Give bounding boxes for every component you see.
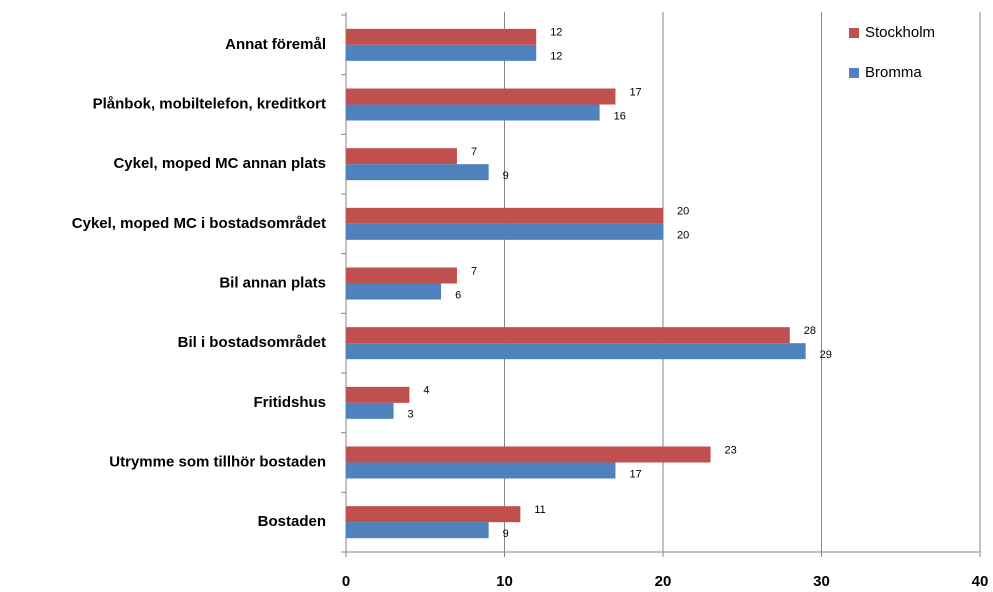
legend-label: Stockholm	[865, 24, 935, 41]
category-label: Bostaden	[258, 513, 326, 530]
value-label: 7	[471, 146, 477, 158]
category-label: Cykel, moped MC i bostadsområdet	[72, 215, 326, 232]
value-label: 9	[503, 170, 509, 182]
x-tick-label: 0	[342, 573, 350, 590]
value-label: 9	[503, 528, 509, 540]
category-label: Plånbok, mobiltelefon, kreditkort	[93, 95, 326, 112]
bar	[346, 148, 457, 165]
bar	[346, 506, 521, 523]
value-label: 6	[455, 289, 461, 301]
value-label: 20	[677, 206, 689, 218]
value-label: 12	[550, 51, 562, 63]
value-label: 12	[550, 27, 562, 39]
legend-swatch	[849, 28, 859, 38]
bar	[346, 343, 806, 360]
bar	[346, 283, 442, 300]
bar	[346, 402, 394, 419]
x-tick-label: 40	[972, 573, 989, 590]
legend-swatch	[849, 68, 859, 78]
bar	[346, 44, 537, 61]
value-label: 28	[804, 325, 816, 337]
x-tick-label: 30	[813, 573, 830, 590]
category-label: Utrymme som tillhör bostaden	[109, 453, 326, 470]
category-label: Cykel, moped MC annan plats	[113, 155, 326, 172]
bar	[346, 462, 616, 479]
value-label: 11	[534, 504, 545, 516]
value-label: 7	[471, 265, 477, 277]
bar	[346, 207, 663, 224]
bar	[346, 386, 410, 403]
bar	[346, 164, 489, 181]
value-label: 17	[629, 86, 641, 98]
x-tick-label: 10	[496, 573, 513, 590]
legend-label: Bromma	[865, 64, 922, 81]
value-label: 20	[677, 230, 689, 242]
value-label: 23	[725, 444, 737, 456]
x-tick-label: 20	[655, 573, 672, 590]
value-label: 17	[629, 468, 641, 480]
bar	[346, 446, 711, 463]
value-label: 16	[614, 110, 626, 122]
bar	[346, 28, 537, 45]
category-label: Bil i bostadsområdet	[178, 334, 326, 351]
bar	[346, 522, 489, 539]
category-label: Annat föremål	[225, 36, 326, 53]
bar	[346, 267, 457, 284]
category-label: Bil annan plats	[219, 274, 326, 291]
bar	[346, 104, 600, 121]
bar	[346, 327, 790, 344]
bar	[346, 223, 663, 240]
value-label: 4	[423, 385, 429, 397]
bar	[346, 88, 616, 105]
value-label: 3	[408, 409, 414, 421]
value-label: 29	[820, 349, 832, 361]
category-label: Fritidshus	[253, 394, 326, 411]
